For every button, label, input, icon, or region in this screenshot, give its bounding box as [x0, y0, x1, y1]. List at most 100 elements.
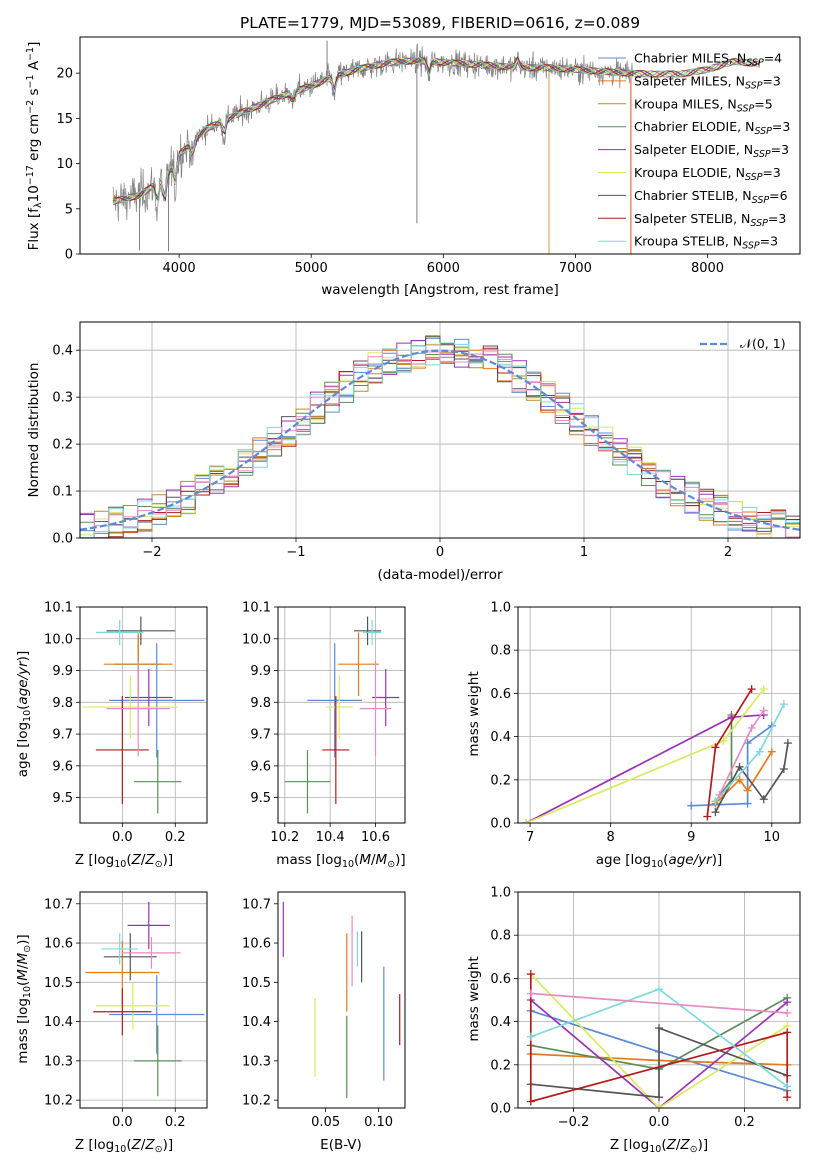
weight-line-chabrier-stelib [714, 742, 789, 813]
y-tick-label: 0.4 [52, 344, 73, 359]
y-tick-label: 0.0 [490, 1102, 511, 1117]
y-tick-label: 10.5 [242, 976, 271, 991]
y-tick-label: 0.2 [490, 1058, 511, 1073]
y-tick-label: 0.6 [490, 687, 511, 702]
axes-frame [277, 606, 406, 824]
x-tick-label: 0.2 [165, 1115, 186, 1130]
y-tick-label: 10.0 [44, 632, 73, 647]
x-tick-label: 0.0 [112, 1115, 133, 1130]
y-tick-label: 0 [65, 248, 73, 263]
y-tick-label: 0.0 [52, 532, 73, 547]
y-tick-label: 9.8 [52, 696, 73, 711]
y-tick-label: 10.3 [242, 1054, 271, 1069]
age-vs-metallicity-panel: 0.0 0.2 9.5 9.6 9.7 9.8 9.9 10.0 10.1 [44, 601, 208, 845]
spectrum-title: PLATE=1779, MJD=53089, FIBERID=0616, z=0… [240, 14, 640, 32]
spectrum-panel: 4000 5000 6000 7000 8000 0 5 10 15 20 Chabrier MIL… [56, 36, 801, 276]
y-tick-label: 1.0 [490, 601, 511, 616]
normal-curve [80, 349, 800, 531]
model-fit-kroupa-stelib [112, 56, 760, 203]
legend-label: Kroupa ELODIE, NSSP=3 [634, 165, 781, 183]
x-tick-label: 0.05 [311, 1115, 340, 1130]
weight-line-salpeter-elodie [530, 999, 788, 1108]
errorbars [284, 616, 400, 814]
axes-frame [277, 891, 406, 1109]
y-tick-label: 10.7 [242, 897, 271, 912]
y-tick-label: 9.7 [250, 728, 271, 743]
p6-xlabel: Z [log10(Z/Z⊙)] [75, 1137, 173, 1155]
y-tick-label: 9.8 [250, 696, 271, 711]
axes-frame [517, 606, 801, 824]
y-tick-label: 9.9 [52, 664, 73, 679]
x-tick-label: 10.2 [270, 830, 299, 845]
x-tick-label: −2 [142, 545, 161, 560]
p8-xlabel: Z [log10(Z/Z⊙)] [610, 1137, 708, 1155]
x-tick-label: 4000 [163, 261, 196, 276]
y-tick-label: 15 [56, 112, 73, 127]
x-tick-label: −1 [286, 545, 305, 560]
x-tick-label: 1 [580, 545, 588, 560]
axes-frame [79, 36, 801, 255]
y-tick-label: 9.5 [52, 791, 73, 806]
y-tick-label: 10.6 [242, 937, 271, 952]
p4-xlabel: mass [log10(M/M⊙)] [276, 852, 405, 870]
y-tick-label: 10.5 [44, 976, 73, 991]
weight-line-chabrier-stelib [530, 1026, 788, 1099]
y-tick-label: 9.7 [52, 728, 73, 743]
y-tick-label: 0.8 [490, 929, 511, 944]
errorbars [85, 901, 205, 1097]
errorbars [82, 616, 205, 814]
x-tick-label: 0.2 [165, 830, 186, 845]
x-tick-label: 0.0 [649, 1115, 670, 1130]
y-tick-label: 0.6 [490, 972, 511, 987]
y-tick-label: 0.1 [52, 485, 73, 500]
weight-vs-age-panel: 7 8 9 10 0.0 0.2 0.4 0.6 0.8 1.0 [490, 601, 801, 845]
legend-label: Chabrier ELODIE, NSSP=3 [634, 119, 790, 137]
y-tick-label: 0.3 [52, 391, 73, 406]
y-tick-label: 0.4 [490, 730, 511, 745]
weight-line-salpeter-elodie [525, 714, 764, 823]
p8-ylabel: mass weight [466, 956, 482, 1041]
axes-frame [517, 891, 801, 1109]
p7-xlabel: E(B-V) [320, 1137, 362, 1153]
p6-ylabel: mass [log10(M/M⊙)] [15, 934, 33, 1063]
p5-ylabel: mass weight [466, 671, 482, 756]
p5-xlabel: age [log10(age/yr)] [596, 852, 722, 870]
x-tick-label: 0.2 [734, 1115, 755, 1130]
y-tick-label: 10.0 [242, 632, 271, 647]
x-tick-label: 10 [764, 830, 781, 845]
weight-lines [522, 685, 792, 823]
y-tick-label: 1.0 [490, 886, 511, 901]
histograms [80, 335, 800, 538]
weight-line-pink [530, 992, 788, 1014]
weight-line-salpeter-miles [714, 751, 773, 805]
x-tick-label: 10.4 [316, 830, 345, 845]
legend-label: Kroupa STELIB, NSSP=3 [634, 234, 778, 252]
weight-lines [526, 970, 792, 1108]
x-tick-label: 7000 [559, 261, 592, 276]
spectrum-lines [112, 40, 761, 254]
legend-label: Salpeter MILES, NSSP=3 [634, 73, 781, 91]
mass-vs-ebv-panel: 0.05 0.10 10.2 10.3 10.4 10.5 10.6 10.7 [242, 891, 406, 1130]
axes-frame [79, 891, 208, 1109]
y-tick-label: 9.9 [250, 664, 271, 679]
y-tick-label: 10.2 [44, 1094, 73, 1109]
y-tick-label: 0.8 [490, 644, 511, 659]
y-tick-label: 10.4 [242, 1015, 271, 1030]
spectrum-ylabel: Flux [fλ10−17 erg cm−2 s−1 A−1] [25, 42, 44, 251]
weight-vs-metallicity-panel: −0.2 0.0 0.2 0.0 0.2 0.4 0.6 0.8 1.0 [490, 886, 801, 1130]
x-tick-label: 9 [687, 830, 695, 845]
legend-label: Chabrier MILES, NSSP=4 [634, 51, 782, 69]
p3-ylabel: age [log10(age/yr)] [15, 651, 33, 777]
y-tick-label: 0.0 [490, 817, 511, 832]
y-tick-label: 5 [65, 202, 73, 217]
y-tick-label: 10.1 [242, 601, 271, 616]
y-tick-label: 9.6 [52, 759, 73, 774]
legend-label: Chabrier STELIB, NSSP=6 [634, 188, 788, 206]
y-tick-label: 10.3 [44, 1054, 73, 1069]
axes-frame [79, 606, 208, 824]
p3-xlabel: Z [log10(Z/Z⊙)] [75, 852, 173, 870]
x-tick-label: 5000 [295, 261, 328, 276]
y-tick-label: 20 [56, 67, 73, 82]
x-tick-label: 8000 [691, 261, 724, 276]
